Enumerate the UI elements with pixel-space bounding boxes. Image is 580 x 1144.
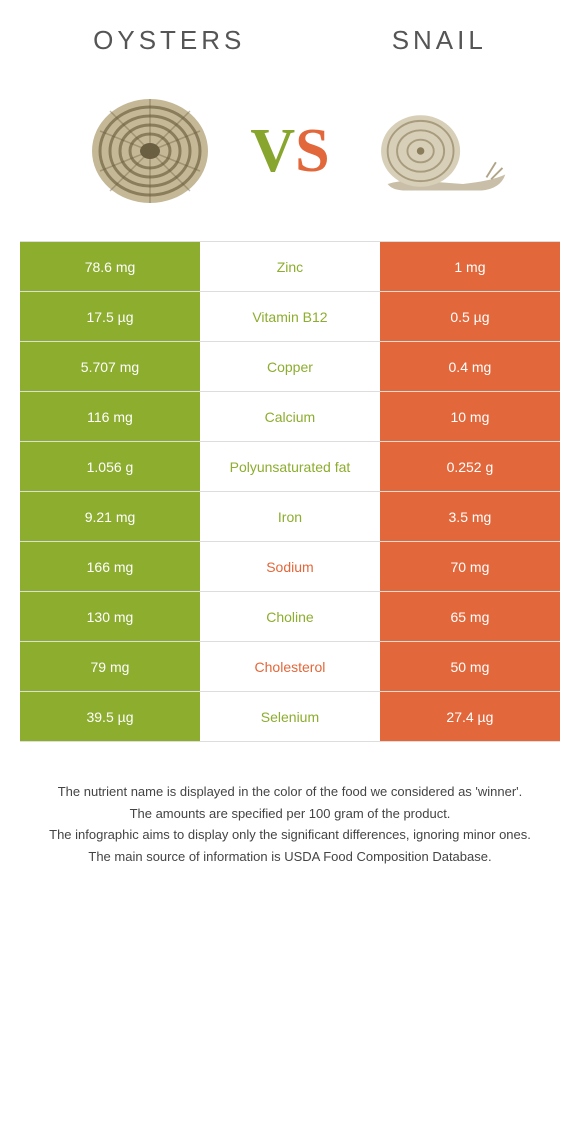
value-oysters: 79 mg [20,642,200,691]
vs-s: S [295,117,329,185]
value-oysters: 1.056 g [20,442,200,491]
value-oysters: 5.707 mg [20,342,200,391]
table-row: 79 mgCholesterol50 mg [20,642,560,692]
value-snail: 3.5 mg [380,492,560,541]
footer-line-1: The nutrient name is displayed in the co… [30,782,550,802]
nutrient-name: Choline [200,592,380,641]
table-row: 17.5 µgVitamin B120.5 µg [20,292,560,342]
nutrient-name: Cholesterol [200,642,380,691]
table-row: 1.056 gPolyunsaturated fat0.252 g [20,442,560,492]
value-snail: 65 mg [380,592,560,641]
value-oysters: 116 mg [20,392,200,441]
footer-notes: The nutrient name is displayed in the co… [30,782,550,866]
nutrient-name: Selenium [200,692,380,741]
value-oysters: 78.6 mg [20,242,200,291]
table-row: 166 mgSodium70 mg [20,542,560,592]
value-snail: 1 mg [380,242,560,291]
nutrient-name: Zinc [200,242,380,291]
value-snail: 0.5 µg [380,292,560,341]
value-oysters: 130 mg [20,592,200,641]
nutrient-name: Calcium [200,392,380,441]
value-snail: 70 mg [380,542,560,591]
value-snail: 50 mg [380,642,560,691]
value-oysters: 17.5 µg [20,292,200,341]
nutrient-name: Copper [200,342,380,391]
title-snail: SNAIL [392,25,487,56]
table-row: 130 mgCholine65 mg [20,592,560,642]
nutrient-name: Sodium [200,542,380,591]
footer-line-4: The main source of information is USDA F… [30,847,550,867]
nutrient-name: Polyunsaturated fat [200,442,380,491]
snail-image [350,86,510,216]
vs-label: VS [250,116,329,187]
table-row: 5.707 mgCopper0.4 mg [20,342,560,392]
value-snail: 10 mg [380,392,560,441]
vs-v: V [250,117,295,185]
value-snail: 0.4 mg [380,342,560,391]
nutrient-table: 78.6 mgZinc1 mg17.5 µgVitamin B120.5 µg5… [20,241,560,742]
table-row: 78.6 mgZinc1 mg [20,242,560,292]
vs-row: VS [0,66,580,241]
nutrient-name: Iron [200,492,380,541]
table-row: 116 mgCalcium10 mg [20,392,560,442]
value-oysters: 166 mg [20,542,200,591]
title-oysters: OYSTERS [93,25,245,56]
footer-line-2: The amounts are specified per 100 gram o… [30,804,550,824]
oyster-image [70,86,230,216]
nutrient-name: Vitamin B12 [200,292,380,341]
table-row: 39.5 µgSelenium27.4 µg [20,692,560,742]
table-row: 9.21 mgIron3.5 mg [20,492,560,542]
value-oysters: 9.21 mg [20,492,200,541]
value-snail: 0.252 g [380,442,560,491]
footer-line-3: The infographic aims to display only the… [30,825,550,845]
value-snail: 27.4 µg [380,692,560,741]
header: OYSTERS SNAIL [0,0,580,66]
value-oysters: 39.5 µg [20,692,200,741]
